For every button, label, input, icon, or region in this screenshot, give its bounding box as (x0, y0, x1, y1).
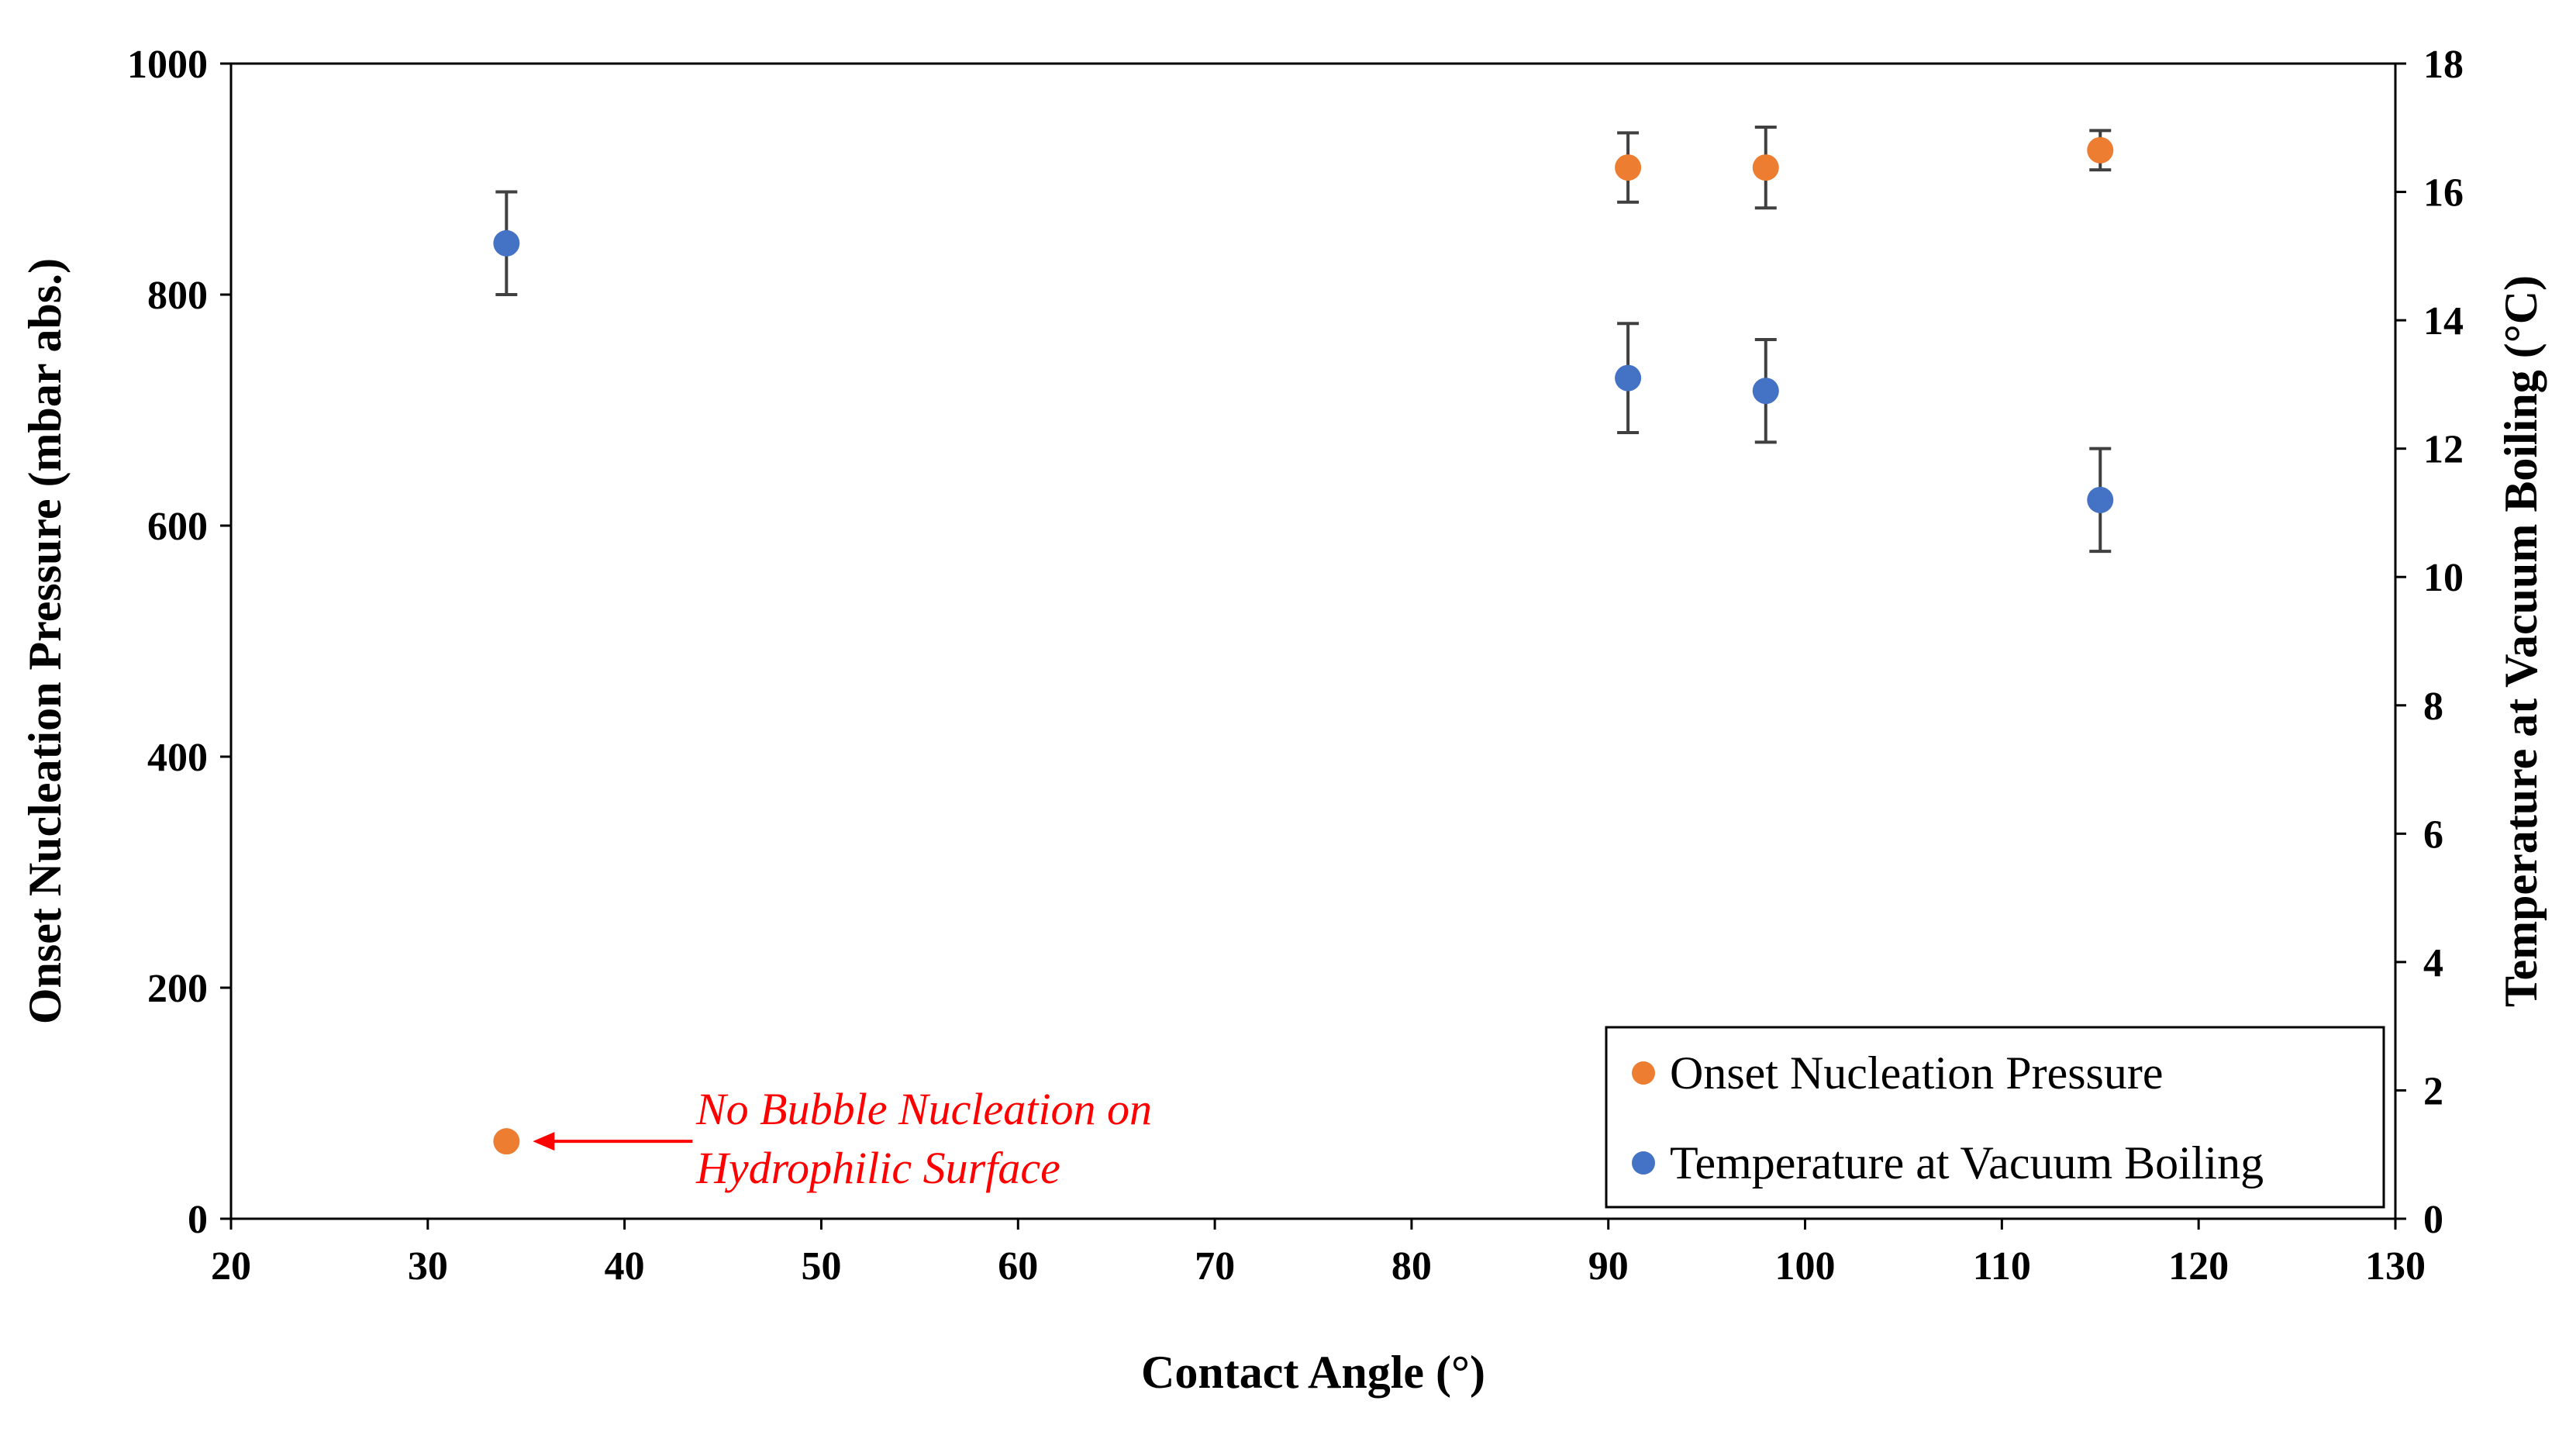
y-right-tick-label: 2 (2423, 1069, 2443, 1113)
legend-marker-temperature (1632, 1151, 1655, 1175)
y-right-tick-label: 10 (2423, 556, 2464, 600)
data-point-onset-pressure (493, 1128, 520, 1155)
y-left-tick-label: 1000 (127, 43, 208, 87)
y-right-tick-label: 18 (2423, 43, 2464, 87)
y-right-tick-label: 0 (2423, 1198, 2443, 1242)
y-right-tick-label: 8 (2423, 685, 2443, 729)
data-point-onset-pressure (1615, 154, 1642, 181)
y-left-axis-title: Onset Nucleation Pressure (mbar abs.) (19, 258, 71, 1024)
y-right-tick-label: 6 (2423, 812, 2443, 857)
x-tick-label: 30 (408, 1244, 448, 1289)
x-tick-label: 90 (1588, 1244, 1629, 1289)
x-tick-label: 20 (211, 1244, 251, 1289)
y-right-tick-label: 14 (2423, 299, 2464, 343)
y-right-tick-label: 16 (2423, 171, 2464, 216)
x-tick-label: 120 (2168, 1244, 2229, 1289)
legend: Onset Nucleation Pressure Temperature at… (1605, 1026, 2385, 1209)
x-tick-label: 100 (1775, 1244, 1836, 1289)
plot-frame (229, 62, 2397, 1220)
data-point-onset-pressure (1752, 154, 1779, 181)
y-right-tick-label: 4 (2423, 941, 2443, 985)
legend-marker-onset-pressure (1632, 1061, 1655, 1085)
y-left-tick-label: 400 (147, 736, 208, 780)
annotation-line-1: No Bubble Nucleation on (695, 1084, 1152, 1134)
y-right-tick-label: 12 (2423, 428, 2464, 472)
data-point-temperature (493, 229, 520, 257)
data-point-temperature (1752, 378, 1779, 405)
x-axis-title: Contact Angle (°) (1141, 1347, 1485, 1398)
y-left-tick-label: 800 (147, 274, 208, 318)
axes-layer (229, 62, 2397, 1220)
x-tick-label: 50 (801, 1244, 841, 1289)
x-tick-label: 130 (2365, 1244, 2426, 1289)
data-point-temperature (1615, 364, 1642, 392)
y-right-axis-title: Temperature at Vacuum Boiling (°C) (2495, 275, 2547, 1007)
legend-box (1605, 1026, 2385, 1209)
x-tick-label: 40 (605, 1244, 645, 1289)
marks-layer (493, 125, 2114, 1155)
x-tick-label: 80 (1391, 1244, 1432, 1289)
annotation-arrow-head (533, 1132, 555, 1151)
legend-label-temperature: Temperature at Vacuum Boiling (1670, 1137, 2264, 1189)
x-tick-label: 110 (1973, 1244, 2031, 1289)
x-tick-label: 70 (1195, 1244, 1235, 1289)
legend-label-onset-pressure: Onset Nucleation Pressure (1670, 1047, 2164, 1099)
annotation-line-2: Hydrophilic Surface (695, 1143, 1060, 1193)
annotation: No Bubble Nucleation on Hydrophilic Surf… (533, 1084, 1152, 1193)
y-left-tick-label: 200 (147, 967, 208, 1011)
x-tick-label: 60 (998, 1244, 1038, 1289)
y-left-tick-label: 0 (188, 1198, 208, 1242)
data-point-temperature (2087, 486, 2114, 513)
y-left-tick-label: 600 (147, 505, 208, 549)
ticks-layer: 20 30 40 50 60 70 80 90 100 110 120 130020040060080… (127, 43, 2464, 1289)
data-point-onset-pressure (2087, 136, 2114, 164)
